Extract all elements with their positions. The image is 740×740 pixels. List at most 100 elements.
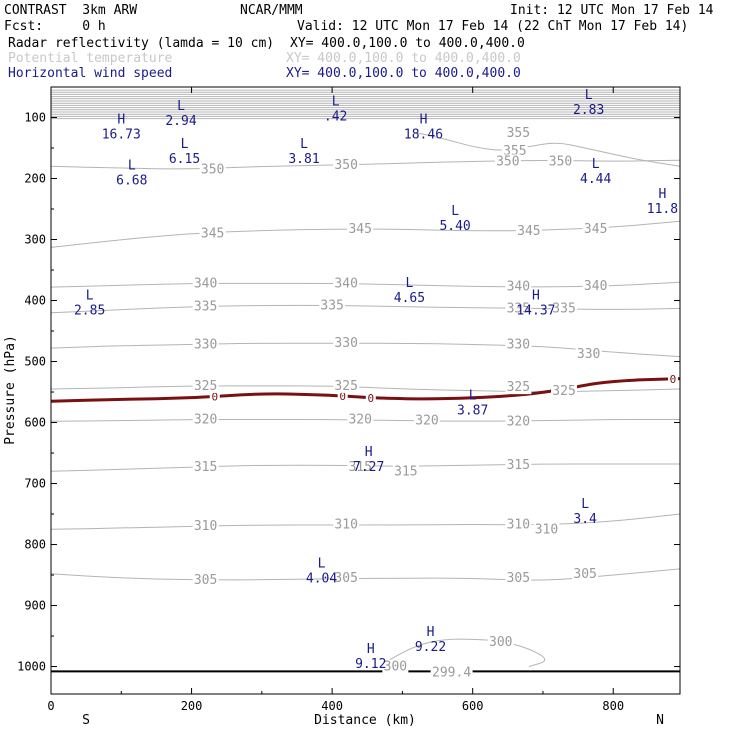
extremum-high-marker: H	[420, 113, 428, 128]
y-tick-label: 1000	[17, 660, 46, 674]
extremum-value: 4.04	[306, 572, 337, 587]
extremum-high-marker: H	[117, 113, 125, 128]
theta-label-340-bg	[333, 276, 360, 291]
theta-label-340: 340	[584, 279, 607, 294]
theta-contour-325	[50, 385, 681, 393]
extremum-low-marker: L	[300, 137, 308, 152]
theta-label-300-bg	[382, 659, 409, 674]
extremum-value: 4.44	[580, 172, 611, 187]
field2-title: Potential temperature	[8, 51, 173, 66]
contour-labels: 3553503453403353303253203153103053003553…	[192, 125, 609, 681]
theta-label-325-bg	[505, 380, 532, 395]
theta-label-315-bg	[392, 464, 419, 479]
extremum-value: 5.40	[439, 219, 470, 234]
y-tick-label: 700	[24, 477, 46, 491]
theta-label-350-bg	[333, 158, 360, 173]
extremum-value: 2.83	[573, 103, 604, 118]
theta-label-335: 335	[194, 300, 217, 315]
valid-time: Valid: 12 UTC Mon 17 Feb 14 (22 ChT Mon …	[297, 19, 689, 34]
y-tick-label: 500	[24, 355, 46, 369]
theta-label-305: 305	[334, 571, 357, 586]
theta-label-335-bg	[551, 301, 578, 316]
extremum-value: 11.8	[647, 202, 678, 217]
theta-label-315: 315	[194, 460, 217, 475]
extremum-value: 2.85	[74, 303, 105, 318]
theta-label-310: 310	[194, 519, 217, 534]
extremum-high-marker: H	[427, 625, 435, 640]
theta-label-320-bg	[505, 414, 532, 429]
x-axis-north-label: N	[656, 713, 664, 728]
theta-contour-350	[50, 159, 681, 170]
theta-label-305: 305	[194, 573, 217, 588]
zero-contour: 0 0 0 0	[50, 372, 681, 405]
theta-label-299.4-bg	[430, 665, 473, 680]
theta-label-345: 345	[517, 224, 540, 239]
zero-label-bg	[667, 372, 678, 385]
theta-label-320-bg	[347, 412, 374, 427]
theta-label-340: 340	[334, 276, 357, 291]
extremum-low-marker: L	[469, 388, 477, 403]
x-axis-south-label: S	[82, 713, 90, 728]
theta-label-330-bg	[333, 336, 360, 351]
theta-label-340-bg	[192, 276, 219, 291]
theta-label-355: 355	[507, 126, 530, 141]
theta-label-300: 300	[384, 660, 407, 675]
x-axis-label: Distance (km)	[314, 713, 416, 728]
x-tick-label: 800	[602, 699, 624, 713]
theta-contour-355	[416, 132, 681, 167]
y-tick-label: 900	[24, 599, 46, 613]
field3-title: Horizontal wind speed	[8, 66, 173, 81]
extremum-value: 16.73	[102, 128, 141, 143]
extremum-value: 2.94	[165, 114, 196, 129]
theta-label-335: 335	[320, 298, 343, 313]
extremum-high-marker: H	[659, 187, 667, 202]
zero-label-bg	[337, 389, 348, 402]
model-name: CONTRAST 3km ARW	[4, 3, 138, 18]
extremum-low-marker: L	[86, 288, 94, 303]
theta-label-310-bg	[533, 522, 560, 537]
extremum-value: 14.37	[516, 303, 555, 318]
theta-label-350-bg	[547, 154, 574, 169]
theta-label-325: 325	[507, 380, 530, 395]
theta-label-335-bg	[505, 301, 532, 316]
x-tick-label: 200	[181, 699, 203, 713]
theta-label-345: 345	[348, 222, 371, 237]
theta-label-335-bg	[192, 299, 219, 314]
theta-label-330: 330	[577, 347, 600, 362]
theta-contour-320	[50, 418, 680, 422]
stratosphere-contour-band	[51, 89, 680, 120]
theta-label-305-bg	[192, 572, 219, 587]
theta-label-320-bg	[413, 413, 440, 428]
organization: NCAR/MMM	[240, 3, 303, 18]
theta-label-315-bg	[192, 460, 219, 475]
theta-label-325: 325	[194, 379, 217, 394]
extremum-low-marker: L	[451, 204, 459, 219]
extremum-low-marker: L	[318, 557, 326, 572]
theta-label-335: 335	[507, 301, 530, 316]
field1-cross-section: XY= 400.0,100.0 to 400.0,400.0	[290, 36, 525, 51]
theta-label-340: 340	[194, 276, 217, 291]
theta-contour-335	[50, 304, 681, 314]
extremum-high-marker: H	[532, 288, 540, 303]
theta-label-299.4: 299.4	[432, 666, 471, 681]
theta-label-325-bg	[192, 378, 219, 393]
theta-label-350: 350	[201, 162, 224, 177]
field1-title: Radar reflectivity (lamda = 10 cm)	[8, 36, 275, 51]
zero-contour-line	[50, 377, 681, 403]
theta-label-305: 305	[573, 567, 596, 582]
extremum-low-marker: L	[332, 94, 340, 109]
extremum-low-marker: L	[406, 276, 414, 291]
theta-label-315: 315	[507, 458, 530, 473]
x-tick-label: 400	[321, 699, 343, 713]
theta-label-355-bg	[505, 125, 532, 140]
theta-label-320: 320	[194, 412, 217, 427]
theta-label-320: 320	[507, 414, 530, 429]
extremum-low-marker: L	[128, 158, 136, 173]
theta-label-330: 330	[194, 337, 217, 352]
theta-label-330-bg	[575, 347, 602, 362]
theta-label-345-bg	[582, 222, 609, 237]
theta-label-305-bg	[572, 566, 599, 581]
x-tick-label: 0	[47, 699, 54, 713]
theta-label-345: 345	[584, 222, 607, 237]
extremum-value: 6.15	[169, 152, 200, 167]
